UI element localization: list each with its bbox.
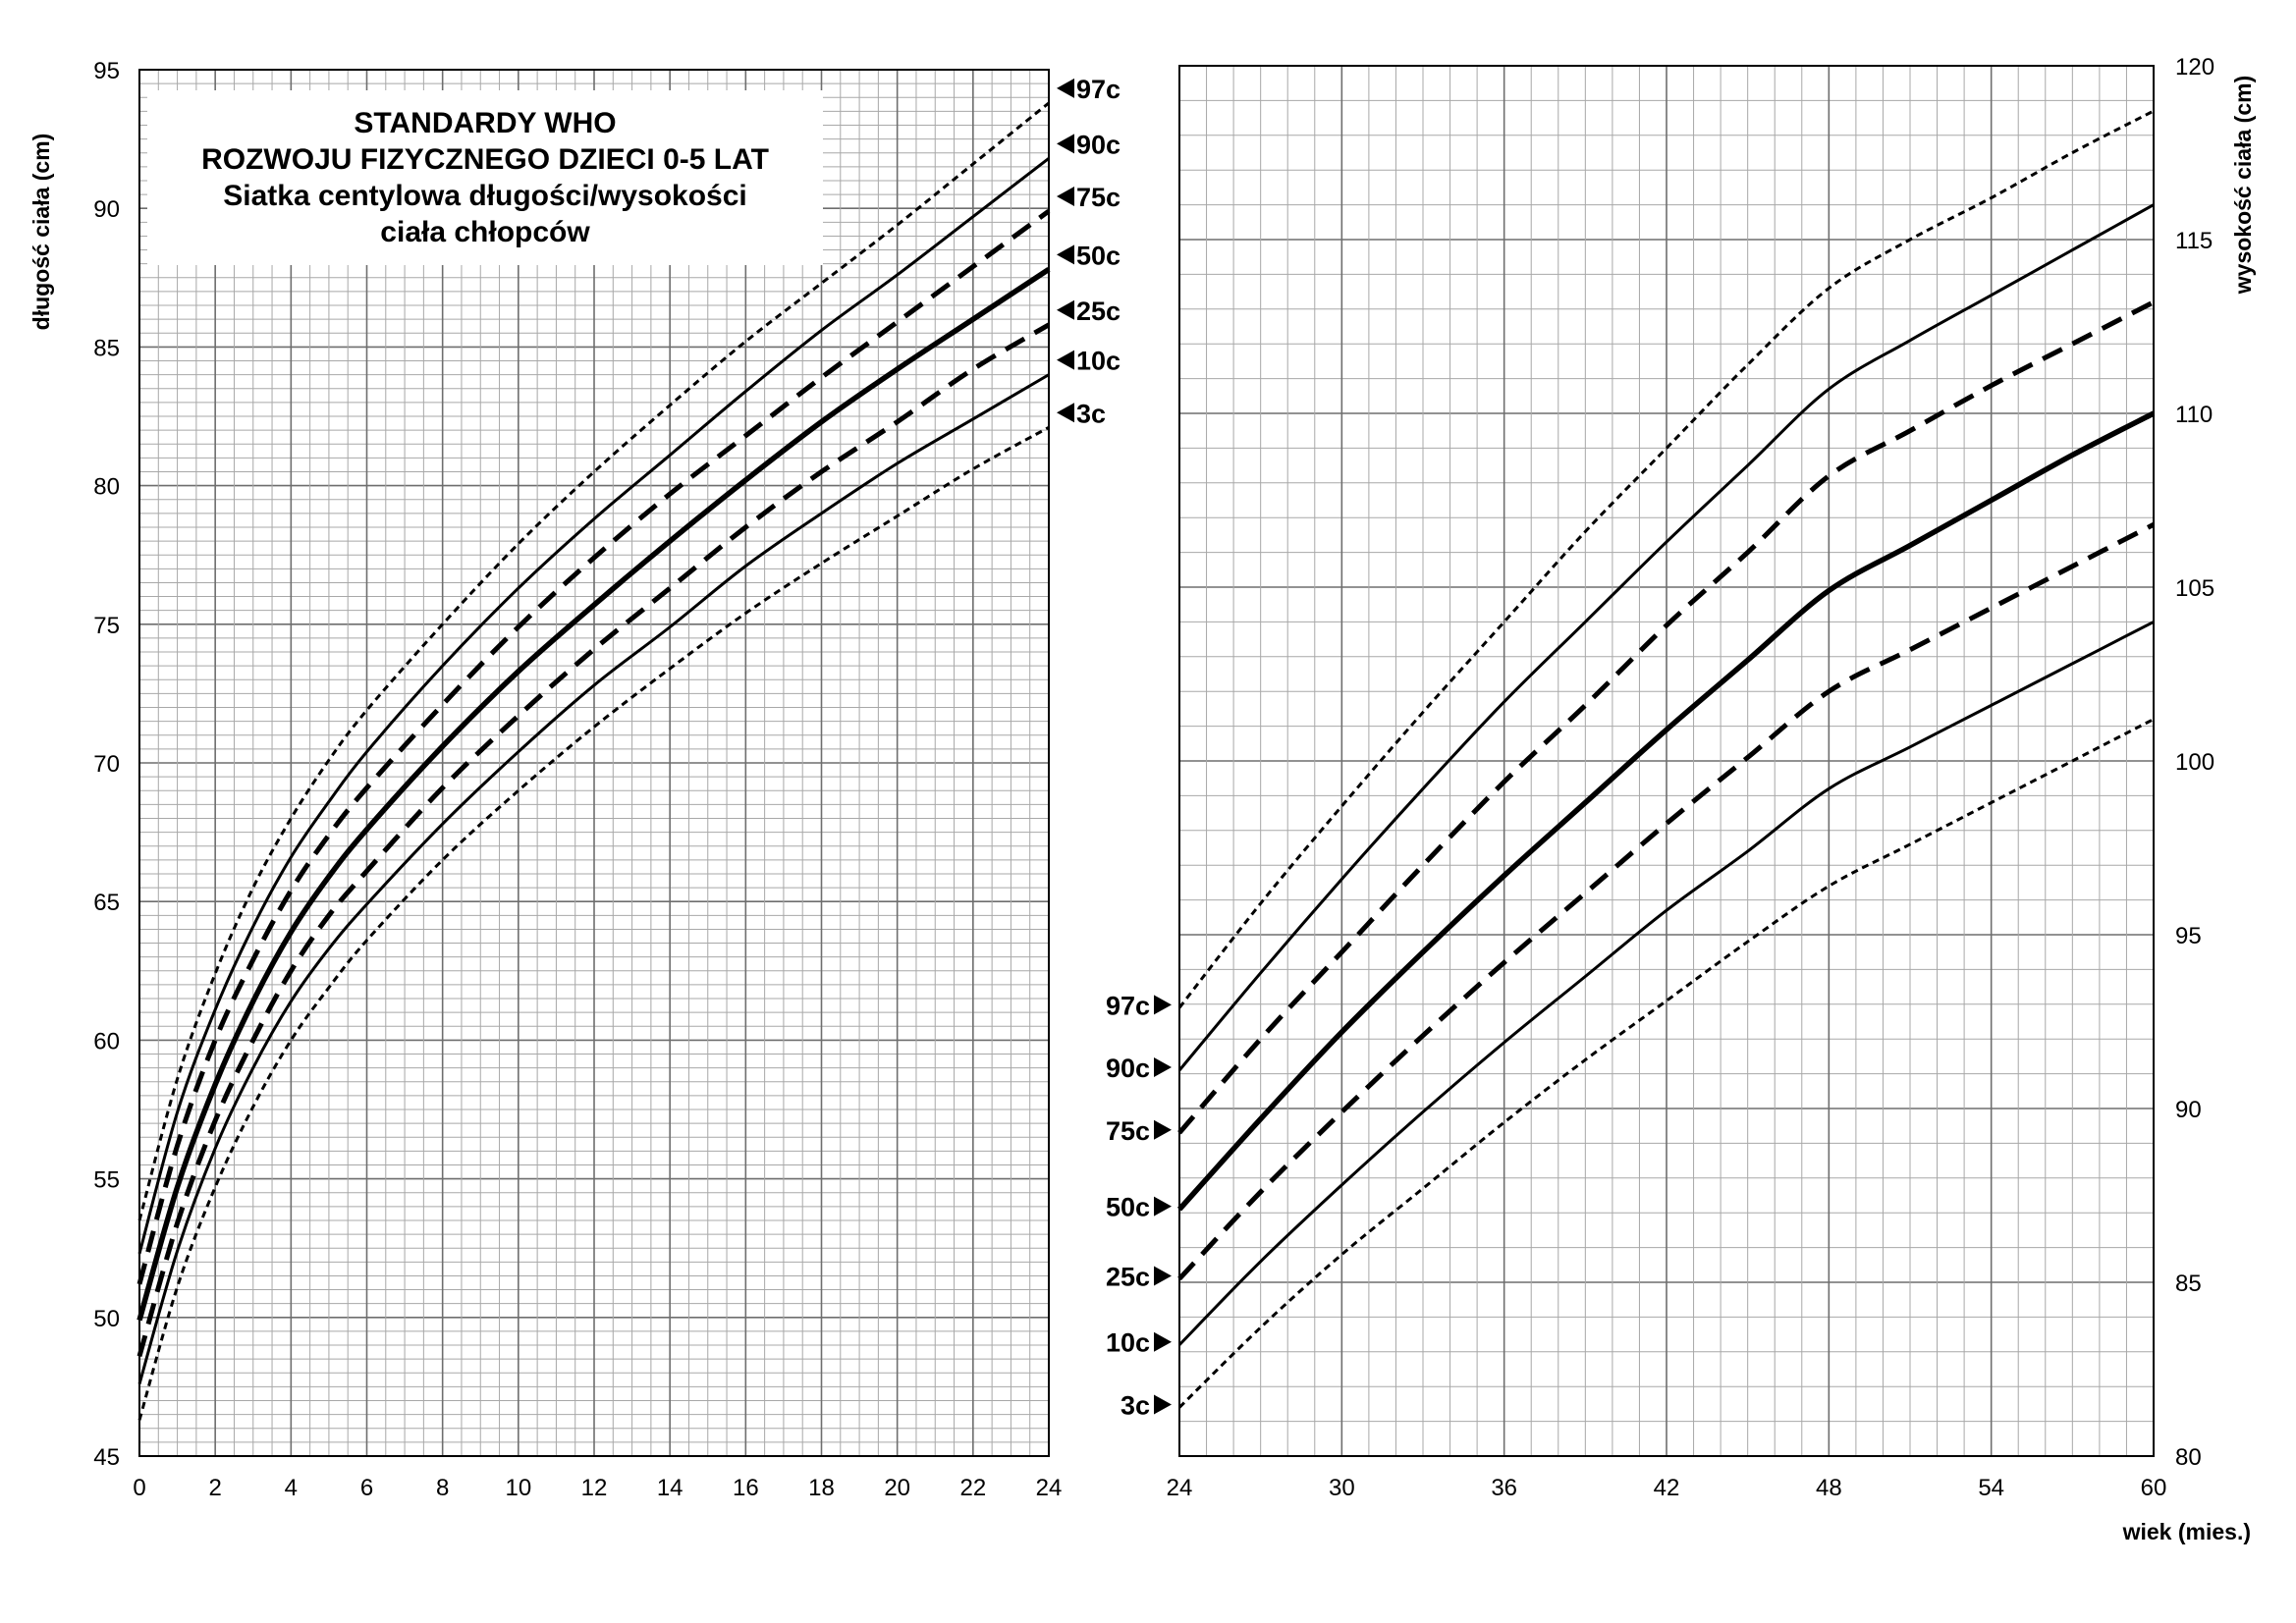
left-y-axis-label: długość ciała (cm) <box>28 134 54 331</box>
left-series-90c <box>137 157 1050 1255</box>
left-arrow-icon <box>1057 187 1074 207</box>
right-percentile-label-3c: 3c <box>1121 1390 1150 1420</box>
right-panel: 80 85 90 95 100 105 110 115 120 24 30 36 42 48 54 60 97c… <box>1106 54 2214 1501</box>
left-grid <box>138 69 1050 1457</box>
right-x-tick-label: 54 <box>1978 1475 2004 1501</box>
x-axis-label: wiek (mies.) <box>2122 1519 2251 1544</box>
left-arrow-icon <box>1057 299 1074 320</box>
left-x-tick-label: 14 <box>657 1475 683 1501</box>
left-x-tick-label: 0 <box>133 1475 145 1501</box>
right-x-tick-label: 60 <box>2141 1475 2167 1501</box>
left-series-75c <box>137 209 1051 1285</box>
right-x-tick-label: 24 <box>1167 1475 1193 1501</box>
right-percentile-label-10c: 10c <box>1106 1328 1150 1358</box>
right-y-tick-label: 85 <box>2175 1271 2202 1297</box>
right-arrow-icon <box>1154 1057 1172 1078</box>
right-arrow-icon <box>1154 1331 1172 1352</box>
left-y-tick-label: 85 <box>93 335 120 361</box>
right-y-tick-label: 110 <box>2175 402 2213 428</box>
right-x-tick-label: 30 <box>1329 1475 1355 1501</box>
right-y-tick-label: 100 <box>2175 749 2214 776</box>
left-y-tick-label: 45 <box>93 1444 120 1471</box>
right-percentile-label-25c: 25c <box>1106 1262 1150 1291</box>
right-series-97c <box>1177 109 2155 1009</box>
left-y-tick-label: 50 <box>93 1306 120 1332</box>
left-x-tick-label: 24 <box>1036 1475 1063 1501</box>
left-arrow-icon <box>1057 403 1074 423</box>
left-title-box: STANDARDY WHO ROZWOJU FIZYCZNEGO DZIECI … <box>147 90 823 265</box>
right-percentile-label-90c: 90c <box>1106 1054 1150 1083</box>
left-y-tick-label: 70 <box>93 751 120 778</box>
right-arrow-icon <box>1154 1394 1172 1415</box>
right-y-tick-label: 90 <box>2175 1097 2202 1123</box>
left-x-tick-label: 18 <box>808 1475 835 1501</box>
left-y-tick-label: 75 <box>93 613 120 639</box>
chart-title-line-4: ciała chłopców <box>380 216 590 248</box>
right-arrow-icon <box>1154 1119 1172 1140</box>
left-percentile-label-3c: 3c <box>1076 399 1106 428</box>
left-percentile-label-75c: 75c <box>1076 183 1121 212</box>
right-series-10c <box>1177 621 2155 1346</box>
right-y-tick-label: 80 <box>2175 1444 2202 1471</box>
left-y-tick-label: 55 <box>93 1167 120 1194</box>
right-percentile-label-97c: 97c <box>1106 991 1150 1020</box>
right-series-25c <box>1177 522 2156 1281</box>
right-x-tick-label: 42 <box>1654 1475 1680 1501</box>
chart-title-line-2: ROZWOJU FIZYCZNEGO DZIECI 0-5 LAT <box>201 143 769 176</box>
left-x-tick-label: 4 <box>285 1475 298 1501</box>
left-percentile-label-50c: 50c <box>1076 241 1121 270</box>
right-y-tick-label: 115 <box>2175 228 2213 254</box>
chart-title-line-3: Siatka centylowa długości/wysokości <box>223 180 747 212</box>
right-series-75c <box>1177 299 2156 1135</box>
left-x-tick-label: 10 <box>505 1475 531 1501</box>
right-y-tick-label: 95 <box>2175 923 2202 949</box>
right-series-50c <box>1176 410 2156 1212</box>
left-series-50c <box>137 267 1051 1322</box>
right-y-tick-label: 120 <box>2175 54 2214 81</box>
left-percentile-label-90c: 90c <box>1076 130 1121 159</box>
chart-title-line-1: STANDARDY WHO <box>354 107 616 139</box>
right-grid <box>1178 65 2155 1457</box>
left-arrow-icon <box>1057 78 1074 98</box>
left-x-tick-label: 12 <box>581 1475 608 1501</box>
left-arrow-icon <box>1057 244 1074 265</box>
left-x-tick-label: 20 <box>884 1475 910 1501</box>
left-percentile-label-97c: 97c <box>1076 75 1121 104</box>
right-arrow-icon <box>1154 1266 1172 1286</box>
left-x-tick-label: 6 <box>360 1475 373 1501</box>
right-percentile-label-75c: 75c <box>1106 1116 1150 1146</box>
right-x-tick-label: 36 <box>1491 1475 1517 1501</box>
right-series-90c <box>1177 203 2155 1072</box>
left-y-tick-label: 80 <box>93 474 120 501</box>
left-y-tick-label: 95 <box>93 58 120 84</box>
right-percentile-label-50c: 50c <box>1106 1193 1150 1222</box>
right-x-tick-label: 48 <box>1816 1475 1842 1501</box>
right-series-3c <box>1177 718 2155 1409</box>
left-percentile-label-10c: 10c <box>1076 347 1121 376</box>
left-arrow-icon <box>1057 350 1074 370</box>
right-y-tick-label: 105 <box>2175 575 2214 602</box>
left-x-tick-label: 2 <box>208 1475 221 1501</box>
left-y-tick-label: 90 <box>93 196 120 223</box>
left-series-10c <box>137 373 1050 1384</box>
left-series-97c <box>137 101 1050 1221</box>
left-arrow-icon <box>1057 134 1074 154</box>
left-percentile-label-25c: 25c <box>1076 297 1121 326</box>
right-arrow-icon <box>1154 995 1172 1015</box>
left-x-tick-label: 16 <box>733 1475 759 1501</box>
left-series-3c <box>137 425 1050 1421</box>
left-series-25c <box>137 322 1051 1358</box>
right-arrow-icon <box>1154 1196 1172 1217</box>
left-y-tick-label: 65 <box>93 890 120 916</box>
left-x-tick-label: 8 <box>436 1475 449 1501</box>
right-y-axis-label: wysokość ciała (cm) <box>2230 76 2256 295</box>
left-y-tick-label: 60 <box>93 1028 120 1055</box>
left-x-tick-label: 22 <box>959 1475 986 1501</box>
